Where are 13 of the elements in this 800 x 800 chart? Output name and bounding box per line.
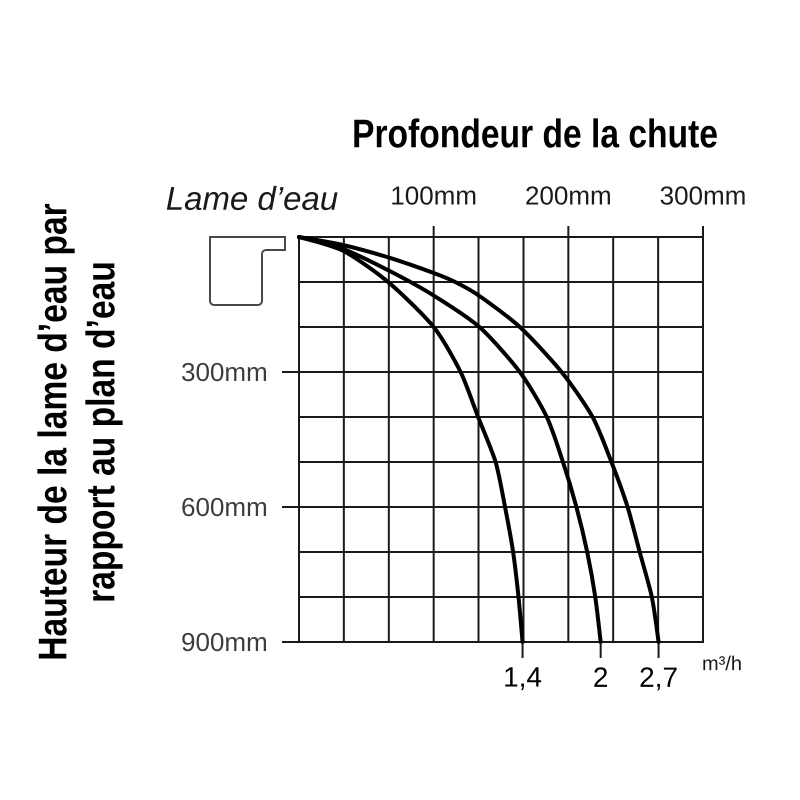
text: Lame d’eau — [166, 186, 338, 210]
y-tick-label: 300mm — [182, 362, 266, 382]
x-tick-label: 200mm — [526, 186, 610, 205]
x-tick-label: 300mm — [660, 186, 745, 205]
text: m³/h — [703, 656, 741, 670]
y-tick-label: 900mm — [182, 632, 266, 652]
series-label: 2 — [594, 667, 608, 687]
series-label: 1,4 — [505, 667, 542, 690]
x-axis-title: Profondeur de la chute — [354, 118, 717, 148]
y-axis-title: Hauteur de la lame d’eau par rapport au plan d’eau — [37, 204, 123, 659]
series-label: 2,7 — [640, 667, 677, 690]
y-tick-label: 600mm — [182, 498, 266, 516]
x-tick-label: 100mm — [392, 186, 476, 205]
